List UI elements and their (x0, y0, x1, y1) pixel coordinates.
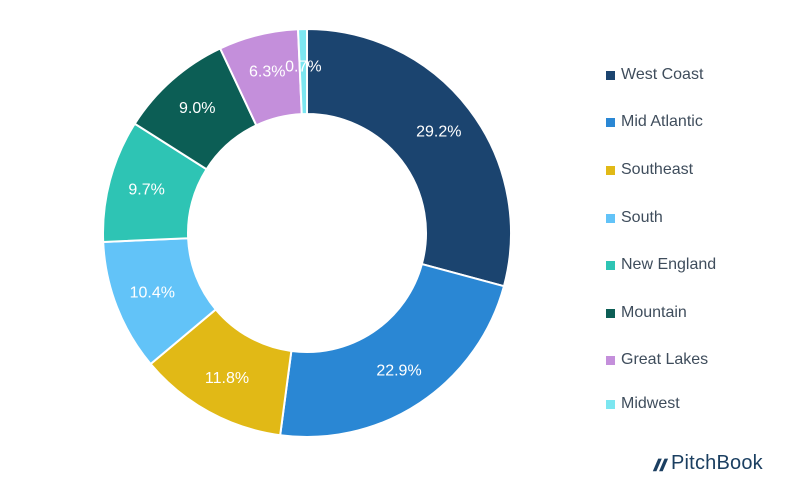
legend-label: Southeast (621, 161, 694, 178)
legend-item-great-lakes: Great Lakes (606, 350, 708, 370)
legend-label: Great Lakes (621, 351, 709, 368)
data-label-midwest: 0.7% (285, 59, 321, 76)
pitchbook-logo: PitchBook (651, 452, 763, 475)
legend-label: Mountain (621, 304, 687, 321)
legend-label: South (621, 209, 663, 226)
legend-item-new-england: New England (606, 255, 716, 275)
data-label-new-england: 9.7% (128, 182, 164, 199)
legend-label: Mid Atlantic (621, 113, 703, 130)
pitchbook-logo-text: PitchBook (671, 452, 763, 474)
legend-item-south: South (606, 208, 663, 228)
legend-label: New England (621, 256, 717, 273)
legend-label: West Coast (621, 66, 704, 83)
legend-swatch (606, 213, 615, 223)
legend-swatch (606, 355, 615, 365)
legend-item-mid-atlantic: Mid Atlantic (606, 112, 703, 132)
legend-item-southeast: Southeast (606, 160, 693, 180)
legend-swatch (606, 399, 615, 409)
data-label-south: 10.4% (130, 285, 175, 302)
legend-swatch (606, 117, 615, 127)
donut-slice-west-coast (306, 27, 512, 288)
data-label-great-lakes: 6.3% (249, 63, 285, 80)
legend-item-midwest: Midwest (606, 394, 680, 414)
data-label-southeast: 11.8% (205, 370, 249, 387)
legend-swatch (606, 308, 615, 318)
legend-swatch (606, 70, 615, 80)
donut-slice-mid-atlantic (279, 262, 506, 438)
pitchbook-logo-icon (652, 458, 669, 471)
donut-slice-midwest (296, 27, 308, 116)
data-label-mid-atlantic: 22.9% (376, 363, 421, 380)
donut-data-labels: 29.2% 22.9% 11.8% 10.4% 9.7% 9.0% 6.3% 0.7% (128, 59, 461, 387)
donut-slices (102, 27, 512, 438)
legend-swatch (606, 165, 615, 175)
legend-swatch (606, 260, 615, 270)
data-label-mountain: 9.0% (179, 100, 215, 117)
legend-label: Midwest (621, 395, 680, 412)
legend-item-mountain: Mountain (606, 303, 687, 323)
legend-item-west-coast: West Coast (606, 65, 703, 85)
data-label-west-coast: 29.2% (416, 124, 461, 141)
